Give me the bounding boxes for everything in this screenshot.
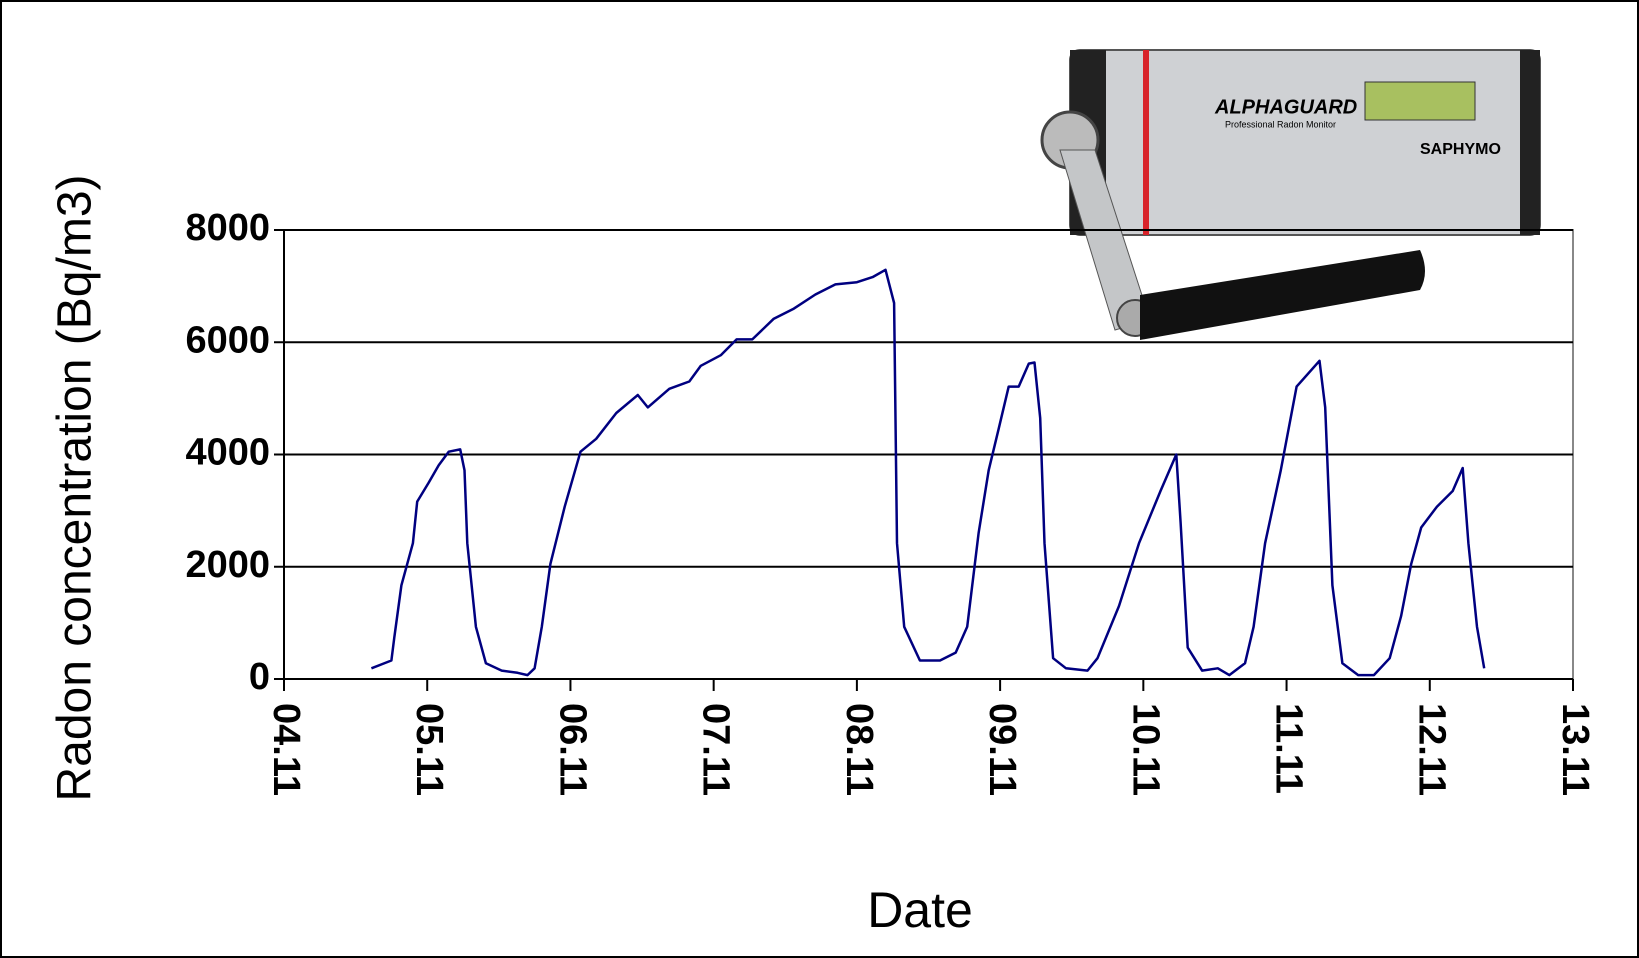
x-tick-label: 07.11 — [695, 703, 737, 796]
x-tick-label: 11.11 — [1268, 703, 1310, 794]
x-tick-label: 10.11 — [1124, 703, 1166, 796]
x-tick-label: 06.11 — [551, 703, 593, 796]
y-tick-label: 8000 — [185, 207, 270, 249]
y-tick-label: 2000 — [185, 544, 270, 586]
device-brand: ALPHAGUARD — [1214, 96, 1357, 118]
y-tick-label: 6000 — [185, 319, 270, 361]
x-tick-label: 05.11 — [408, 703, 450, 796]
x-tick-label: 04.11 — [265, 703, 307, 796]
line-series — [370, 268, 1486, 677]
y-tick-label: 4000 — [185, 432, 270, 474]
y-tick-label: 0 — [249, 656, 270, 698]
x-tick-label: 12.11 — [1411, 703, 1453, 796]
y-axis-title: Radon concentration (Bq/m3) — [49, 175, 102, 802]
x-axis-title: Date — [867, 882, 973, 938]
x-tick-label: 13.11 — [1554, 703, 1596, 796]
device-maker: SAPHYMO — [1420, 141, 1501, 158]
device-subtitle: Professional Radon Monitor — [1225, 119, 1336, 129]
device-picture: ALPHAGUARD Professional Radon Monitor SA… — [1040, 49, 1541, 340]
x-tick-label: 08.11 — [838, 703, 880, 796]
x-tick-label: 09.11 — [981, 703, 1023, 796]
